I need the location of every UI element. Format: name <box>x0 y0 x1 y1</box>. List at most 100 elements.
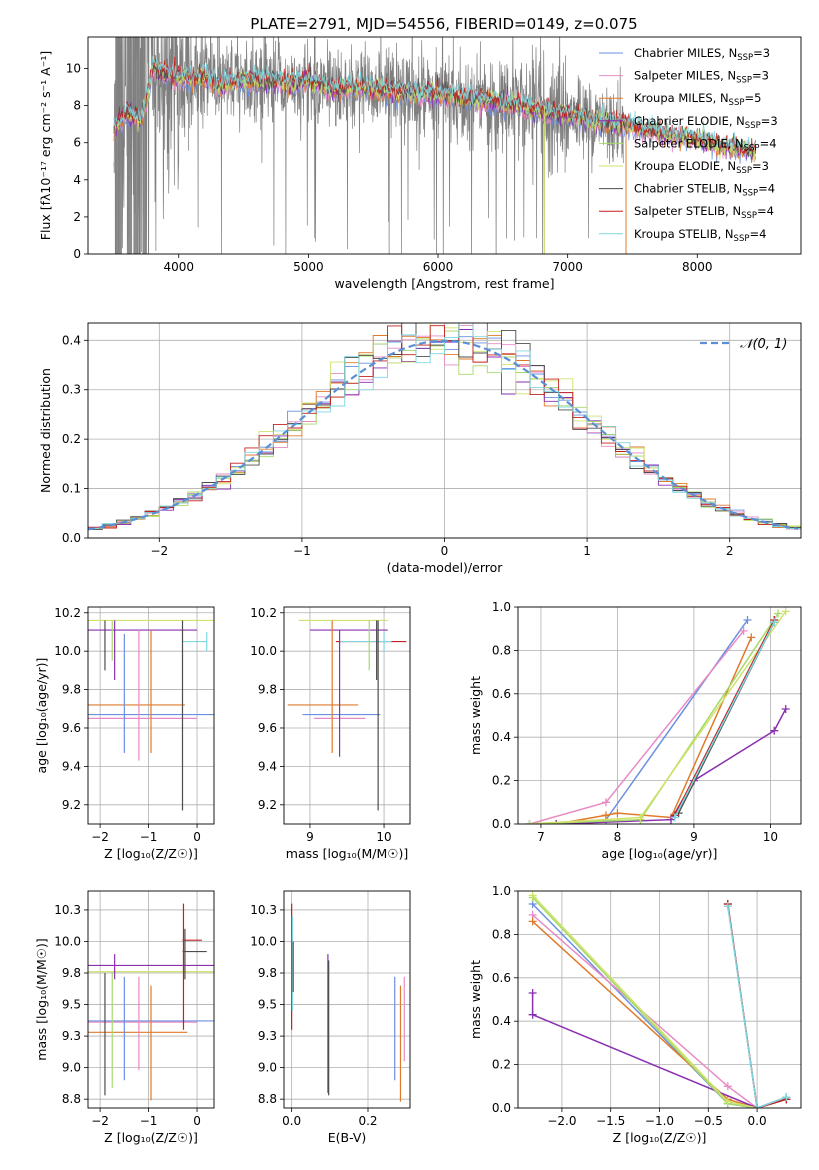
mass-weight-series-8 <box>674 621 775 818</box>
y-tick-label: 9.5 <box>62 998 81 1012</box>
y-tick-label: 0.2 <box>492 1058 511 1072</box>
panel-mass-vs-Z: −2 −1 0 8.8 9.0 9.3 9.5 9.8 10.0 10.3 Z [log₁₀(Z/Z… <box>34 890 215 1145</box>
noise-band <box>126 37 133 254</box>
y-tick-label: 9.0 <box>258 1061 277 1075</box>
x-axis-label: mass [log₁₀(M/M☉)] <box>286 846 408 861</box>
legend-label: Kroupa ELODIE, N <box>634 159 736 173</box>
y-tick-label: 0.2 <box>492 774 511 788</box>
y-tick-label: 9.0 <box>62 1061 81 1075</box>
data-point-marker <box>552 820 561 824</box>
y-tick-label: 10.0 <box>54 934 81 948</box>
legend-label: Chabrier STELIB, N <box>634 182 742 196</box>
model-fit-8 <box>113 55 756 154</box>
y-tick-label: 0.4 <box>492 730 511 744</box>
axes: −2 −1 0 8.8 9.0 9.3 9.5 9.8 10.0 10.3 Z [log₁₀(Z/Z… <box>34 890 215 1145</box>
legend-label: Chabrier MILES, N <box>634 46 737 60</box>
axes: 0.0 0.2 8.8 9.0 9.3 9.5 9.8 10.0 10.3 E(B-V) <box>250 890 411 1145</box>
x-tick-label: 0 <box>193 830 201 844</box>
data-point-marker <box>601 811 610 820</box>
normal-curve <box>88 339 799 531</box>
legend-entry: Salpeter ELODIE, NSSP=4 <box>634 136 777 153</box>
plot-area <box>291 903 405 1102</box>
legend-entry: Chabrier STELIB, NSSP=4 <box>634 182 775 199</box>
y-tick-label: 9.5 <box>258 998 277 1012</box>
x-tick-label: −1.0 <box>645 1114 674 1128</box>
y-tick-label: 9.2 <box>258 798 277 812</box>
panel-mass-weight-vs-age: 7 8 9 10 0.0 0.2 0.4 0.6 0.8 1.0 age [log₁₀(age/yr… <box>468 600 802 861</box>
legend-tail: =3 <box>761 114 778 128</box>
y-tick-label: 10.3 <box>54 903 81 917</box>
y-tick-label: 0.8 <box>492 927 511 941</box>
legend-label: Kroupa MILES, N <box>634 91 729 105</box>
data-point-marker <box>613 809 622 818</box>
y-tick-label: 8.8 <box>62 1092 81 1106</box>
legend-entry: Salpeter MILES, NSSP=3 <box>634 69 769 86</box>
plot-area <box>88 323 801 531</box>
y-tick-label: 10.0 <box>250 644 277 658</box>
y-tick-label: 9.8 <box>62 966 81 980</box>
y-tick-label: 0.0 <box>492 1101 511 1115</box>
data-point-marker <box>770 618 779 627</box>
y-tick-label: 0 <box>73 247 81 261</box>
legend-label: Chabrier ELODIE, N <box>634 114 745 128</box>
x-tick-label: 0.2 <box>358 1114 377 1128</box>
plot-area <box>528 891 791 1108</box>
legend-subscript: SSP <box>744 143 760 153</box>
y-tick-label: 9.6 <box>258 721 277 735</box>
panel-spectrum: 4000 5000 6000 7000 8000 0 2 4 6 8 10 wavelength [A… <box>38 36 802 291</box>
y-tick-label: 0.4 <box>62 333 81 347</box>
noise-band <box>115 37 122 254</box>
y-tick-label: 9.2 <box>62 798 81 812</box>
legend-subscript: SSP <box>741 211 757 221</box>
x-tick-label: −0.5 <box>694 1114 723 1128</box>
axes: −2 −1 0 9.2 9.4 9.6 9.8 10.0 10.2 Z [log₁₀(Z/Z☉)]… <box>34 606 215 861</box>
y-axis-label: mass weight <box>468 676 483 755</box>
y-tick-label: 9.6 <box>62 721 81 735</box>
legend-label: Salpeter ELODIE, N <box>634 136 744 150</box>
x-tick-label: 7000 <box>552 260 583 274</box>
y-tick-label: 9.4 <box>258 759 277 773</box>
legend-tail: =3 <box>752 159 769 173</box>
legend-subscript: SSP <box>745 121 761 131</box>
data-point-marker <box>636 813 645 822</box>
data-point-marker <box>528 917 537 926</box>
x-tick-label: 6000 <box>423 260 454 274</box>
y-tick-label: 0.0 <box>62 531 81 545</box>
x-tick-label: 8000 <box>682 260 713 274</box>
y-tick-label: 0.1 <box>62 482 81 496</box>
legend-label: Salpeter MILES, N <box>634 69 736 83</box>
panel-age-vs-mass: 9 10 9.2 9.4 9.6 9.8 10.0 10.2 mass [log₁₀(M/M☉)… <box>250 606 411 861</box>
legend-entry: Salpeter STELIB, NSSP=4 <box>634 204 774 221</box>
x-tick-label: 7 <box>537 830 545 844</box>
axes-frame <box>87 890 215 1109</box>
legend-tail: =5 <box>744 91 761 105</box>
data-point-marker <box>770 726 779 735</box>
y-tick-label: 10.2 <box>54 606 81 620</box>
x-axis-label: Z [log₁₀(Z/Z☉)] <box>613 1130 707 1145</box>
axes-frame <box>87 322 802 539</box>
x-axis-label: age [log₁₀(age/yr)] <box>602 846 718 861</box>
legend-entry: Kroupa STELIB, NSSP=4 <box>634 227 766 244</box>
y-tick-label: 0.4 <box>492 1014 511 1028</box>
histogram-7 <box>88 323 801 530</box>
y-tick-label: 1.0 <box>492 884 511 898</box>
legend-label: Kroupa STELIB, N <box>634 227 734 241</box>
noise-band <box>142 37 146 254</box>
observed-spectrum <box>113 37 624 254</box>
y-tick-label: 9.3 <box>258 1029 277 1043</box>
data-point-marker <box>747 633 756 642</box>
data-point-marker <box>525 820 534 824</box>
data-point-marker <box>781 704 790 713</box>
panel-residual-histogram: −2 −1 0 1 2 0.0 0.1 0.2 0.3 0.4 (data-model)/error… <box>38 322 802 575</box>
legend-entry: Chabrier ELODIE, NSSP=3 <box>634 114 778 131</box>
legend-subscript: SSP <box>734 234 750 244</box>
x-tick-label: 9 <box>690 830 698 844</box>
x-tick-label: 0 <box>193 1114 201 1128</box>
y-tick-label: 0.6 <box>492 971 511 985</box>
plot-area <box>88 903 214 1101</box>
y-tick-label: 8.8 <box>258 1092 277 1106</box>
grid <box>284 607 410 824</box>
data-point-marker <box>723 902 732 911</box>
x-tick-label: 2 <box>726 544 734 558</box>
